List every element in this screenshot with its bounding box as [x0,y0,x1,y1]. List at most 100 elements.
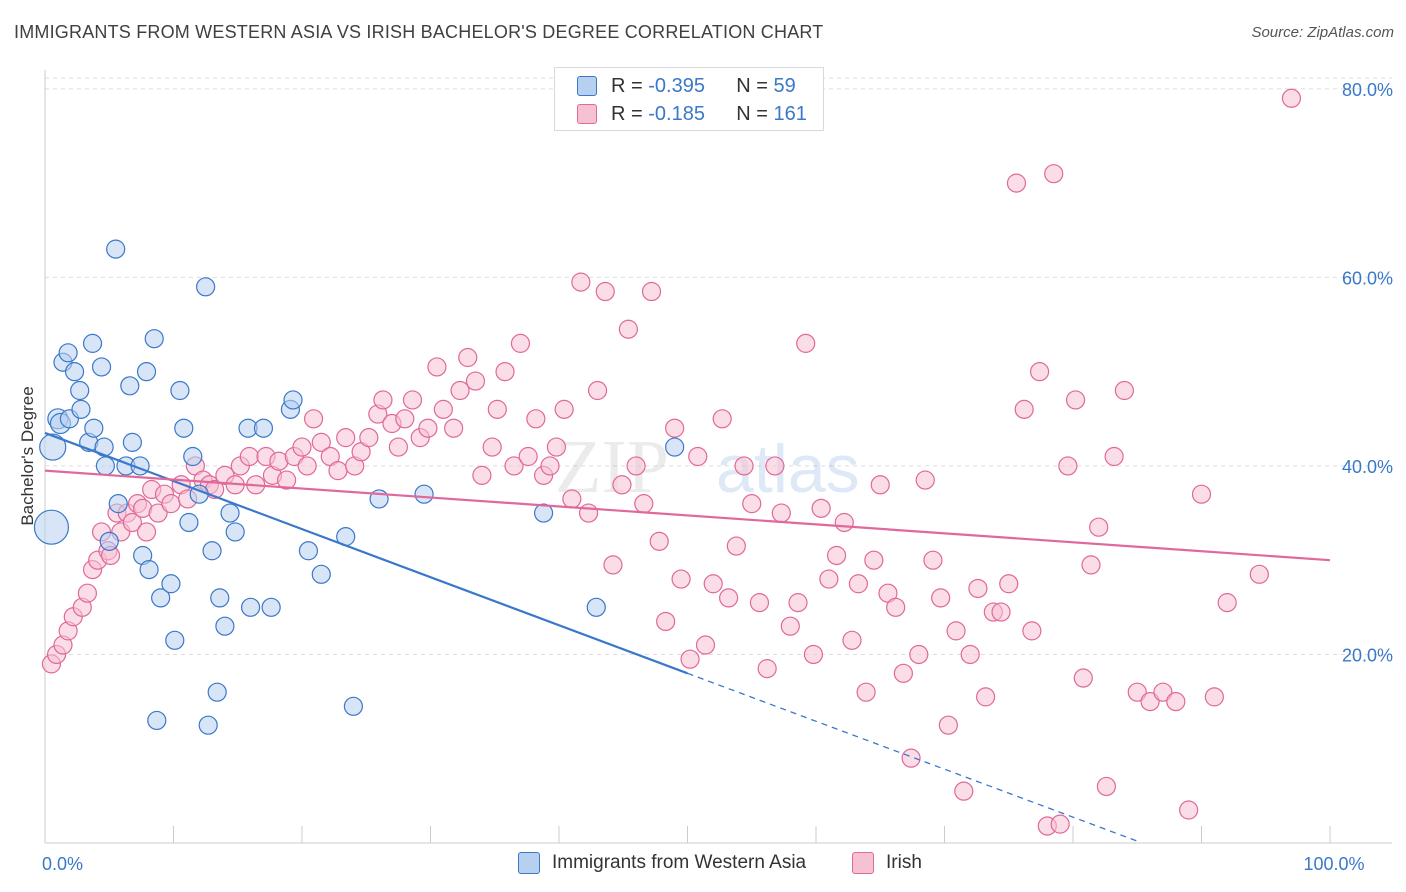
blue-point-24 [136,362,157,382]
pink-point-56 [418,418,438,438]
pink-point-142 [1073,668,1093,688]
blue-point-39 [207,682,227,702]
blue-point-8 [70,380,90,401]
blue-point-53 [343,696,363,716]
legend-r-label: R = [611,102,643,125]
blue-point-50 [298,541,319,561]
pink-point-129 [976,687,996,707]
pink-point-76 [571,272,591,292]
pink-point-117 [886,597,906,617]
blue-point-47 [261,597,281,617]
pink-point-113 [856,682,876,702]
blue-point-46 [253,418,274,438]
legend-n-label: N = [736,74,768,97]
pink-point-99 [749,593,770,613]
tick-labels: 20.0% 40.0% 60.0% 80.0% 0.0% 100.0% [42,80,1393,874]
pink-point-32 [239,446,259,467]
pink-point-88 [665,418,685,438]
pink-point-59 [444,418,464,438]
pink-point-64 [482,437,502,457]
pink-point-72 [540,456,560,476]
blue-point-26 [144,329,164,349]
pink-point-135 [1022,621,1042,641]
y-tick-label-0: 20.0% [1342,645,1393,665]
pink-point-58 [433,399,453,419]
pink-point-44 [328,461,348,481]
pink-point-77 [578,503,599,523]
blue-point-56 [533,503,554,523]
blue-point-16 [99,531,119,551]
pink-point-131 [991,602,1011,622]
blue-point-32 [174,418,194,438]
pink-point-62 [465,371,486,391]
blue-point-31 [170,380,190,401]
blue-point-5 [58,343,78,363]
blue-point-36 [196,277,216,297]
pink-point-45 [336,428,356,448]
trend-western-asia-extension [687,672,1138,842]
pink-point-109 [826,545,847,566]
pink-point-22 [161,494,181,514]
trend-lines [44,431,1331,842]
blue-point-34 [183,446,203,467]
pink-point-120 [909,644,929,665]
legend-row-western-asia: R = -0.395 N = 59 [577,74,796,98]
pink-point-148 [1127,682,1147,702]
pink-point-37 [276,470,297,490]
pink-point-154 [1204,687,1224,707]
blue-point-33 [179,512,199,533]
blue-point-9 [71,399,91,419]
legend-swatch-pink [577,104,597,124]
x-tick-label-0: 0.0% [42,854,83,874]
pink-point-18 [136,522,157,542]
pink-point-107 [811,498,831,518]
pink-point-63 [472,465,492,485]
pink-point-83 [626,456,646,476]
source-credit: Source: ZipAtlas.com [1251,24,1394,41]
trend-irish [44,469,1331,562]
blue-point-29 [161,574,181,594]
pink-point-73 [546,437,567,457]
blue-point-18 [108,494,128,514]
blue-point-49 [283,390,303,410]
pink-point-147 [1114,380,1135,401]
blue-point-15 [95,456,115,476]
blue-point-20 [120,376,140,396]
y-tick-label-3: 80.0% [1342,80,1393,100]
blue-point-13 [91,357,112,377]
pink-point-151 [1166,691,1186,712]
pink-point-136 [1029,362,1050,382]
pink-point-53 [395,409,415,429]
pink-point-128 [968,578,988,599]
pink-point-101 [765,456,785,476]
pink-point-127 [960,644,980,665]
pink-point-149 [1140,691,1160,712]
series-irish [41,88,1302,836]
legend-n-label: N = [736,102,768,125]
pink-point-75 [562,489,582,509]
pink-point-85 [641,281,662,302]
pink-point-111 [842,630,862,650]
pink-point-106 [803,644,824,665]
pink-point-93 [703,574,723,594]
grid-lines [45,77,1392,655]
blue-point-12 [84,418,104,438]
blue-point-40 [210,588,230,608]
pink-point-66 [495,362,515,382]
pink-point-67 [504,456,524,476]
stats-legend: R = -0.395 N = 59 R = -0.185 N = 161 [554,67,824,131]
series-western-asia [33,239,685,735]
pink-point-81 [612,475,632,495]
pink-point-98 [742,494,762,514]
pink-point-74 [554,399,574,419]
legend-swatch-blue [577,76,597,96]
pink-point-122 [923,550,943,570]
pink-point-140 [1058,456,1078,476]
pink-point-68 [510,333,531,353]
blue-point-37 [198,715,218,735]
pink-point-155 [1217,593,1237,613]
pink-point-82 [618,319,638,339]
legend-r-label: R = [611,74,643,97]
pink-point-97 [734,456,754,476]
pink-point-95 [719,588,739,608]
